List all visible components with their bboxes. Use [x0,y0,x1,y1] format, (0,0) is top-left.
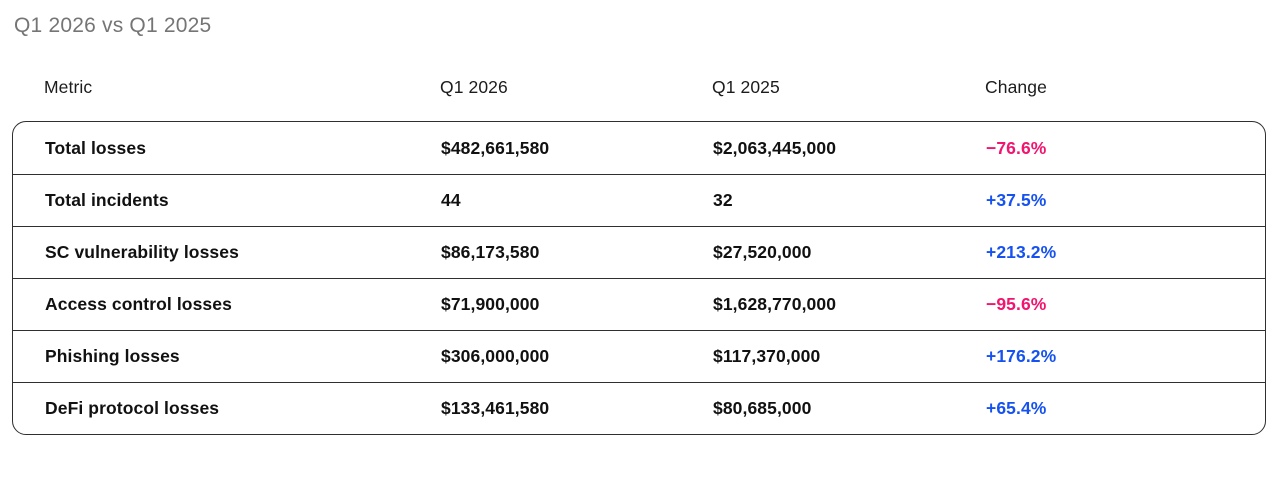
comparison-table: Total losses $482,661,580 $2,063,445,000… [12,121,1266,435]
header-q1-2026: Q1 2026 [440,77,508,97]
metric-label: Access control losses [45,294,232,314]
change-value: +37.5% [986,190,1047,210]
change-value: −76.6% [986,137,1047,158]
q1-2026-value: $482,661,580 [441,137,550,158]
q1-2026-value: $71,900,000 [441,294,540,314]
q1-2025-value: 32 [713,190,733,210]
change-value: +213.2% [986,242,1057,262]
metric-label: Phishing losses [45,346,180,366]
table-row: Total losses $482,661,580 $2,063,445,000… [13,122,1265,174]
metric-label: Total losses [45,137,147,158]
change-value: +176.2% [986,346,1057,366]
table-row: SC vulnerability losses $86,173,580 $27,… [13,226,1265,278]
q1-2025-value: $117,370,000 [713,346,821,366]
q1-2025-value: $1,628,770,000 [713,294,837,314]
table-row: Total incidents 44 32 +37.5% [13,174,1265,226]
table-row: Phishing losses $306,000,000 $117,370,00… [13,330,1265,382]
metric-label: DeFi protocol losses [45,398,220,418]
metric-label: SC vulnerability losses [45,242,239,262]
table-row: Access control losses $71,900,000 $1,628… [13,278,1265,330]
header-change: Change [985,77,1047,97]
q1-2026-value: 44 [441,190,461,210]
q1-2026-value: $306,000,000 [441,346,550,366]
table-header-row: Metric Q1 2026 Q1 2025 Change [12,38,1266,121]
change-value: −95.6% [986,294,1047,314]
change-value: +65.4% [986,398,1047,418]
q1-2025-value: $27,520,000 [713,242,812,262]
q1-2025-value: $2,063,445,000 [713,137,837,158]
header-metric: Metric [44,77,93,97]
q1-2025-value: $80,685,000 [713,398,812,418]
metric-label: Total incidents [45,190,169,210]
q1-2026-value: $133,461,580 [441,398,550,418]
page-title: Q1 2026 vs Q1 2025 [14,14,212,37]
header-q1-2025: Q1 2025 [712,77,780,97]
table-row: DeFi protocol losses $133,461,580 $80,68… [13,382,1265,434]
q1-2026-value: $86,173,580 [441,242,540,262]
